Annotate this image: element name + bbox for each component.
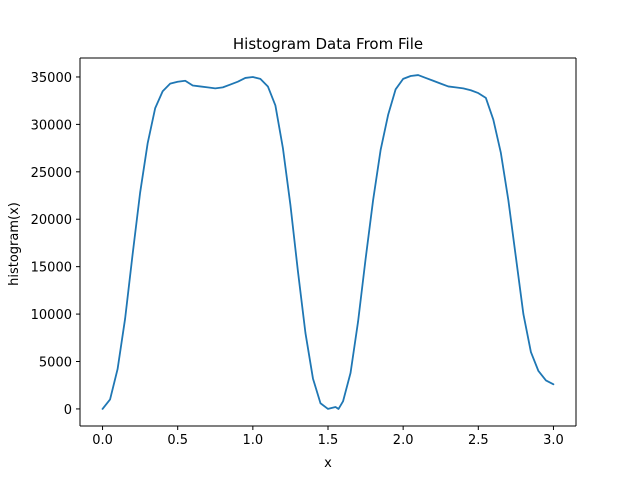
y-tick-label: 10000: [31, 308, 72, 323]
y-tick-label: 5000: [39, 356, 72, 371]
y-axis-label: histogram(x): [7, 202, 22, 286]
plot-area: 0.0 0.5 1.0 1.5 2.0 2.5 3.0 0 5000 10000 15000 2000…: [31, 57, 577, 448]
y-tick-label: 30000: [31, 118, 72, 133]
x-axis-label: x: [324, 456, 332, 471]
x-tick-label: 1.5: [318, 433, 339, 448]
y-tick-label: 35000: [31, 71, 72, 86]
x-tick-label: 0.0: [92, 433, 113, 448]
chart-title: Histogram Data From File: [233, 35, 423, 53]
y-tick-label: 25000: [31, 166, 72, 181]
x-tick-label: 1.0: [243, 433, 264, 448]
series-line-0: [101, 74, 555, 410]
x-tick-label: 2.5: [468, 433, 489, 448]
y-tick-label: 0: [64, 403, 72, 418]
y-tick-label: 20000: [31, 213, 72, 228]
y-tick-label: 15000: [31, 261, 72, 276]
x-tick-label: 3.0: [543, 433, 564, 448]
x-tick-label: 2.0: [393, 433, 414, 448]
x-tick-label: 0.5: [167, 433, 188, 448]
